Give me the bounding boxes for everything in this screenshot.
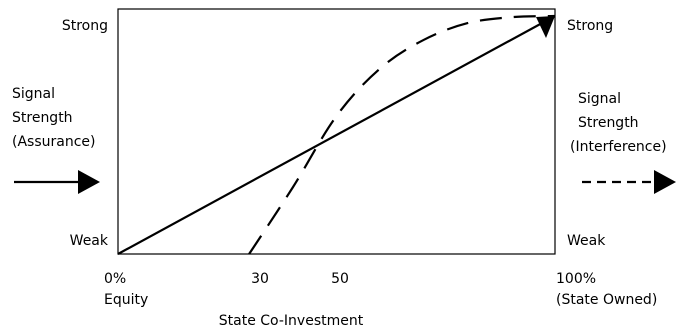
dashed-arrow-icon: [582, 170, 676, 194]
left-strong-label: Strong: [62, 18, 108, 34]
solid-arrow-icon: [14, 170, 100, 194]
x-tick-30: 30: [251, 271, 269, 287]
left-axis-title-line-3: (Assurance): [12, 134, 95, 150]
left-weak-label: Weak: [70, 233, 109, 249]
x-axis-title: State Co-Investment: [219, 313, 364, 329]
x-tick-100-line-2: (State Owned): [556, 292, 657, 308]
interference-curve: [248, 14, 556, 255]
plot-frame: [117, 8, 556, 255]
left-axis-title-line-1: Signal: [12, 86, 55, 102]
x-tick-100-line-1: 100%: [556, 271, 596, 287]
right-strong-label: Strong: [567, 18, 613, 34]
right-axis-title-line-3: (Interference): [570, 139, 667, 155]
curve-end-arrowhead: [536, 16, 555, 38]
right-axis-title-line-1: Signal: [578, 91, 621, 107]
assurance-line: [117, 15, 556, 255]
left-axis-title-line-2: Strength: [12, 110, 73, 126]
right-weak-label: Weak: [567, 233, 606, 249]
x-tick-0-line-1: 0%: [104, 271, 126, 287]
x-tick-50: 50: [331, 271, 349, 287]
right-axis-title-line-2: Strength: [578, 115, 639, 131]
x-tick-0-line-2: Equity: [104, 292, 148, 308]
